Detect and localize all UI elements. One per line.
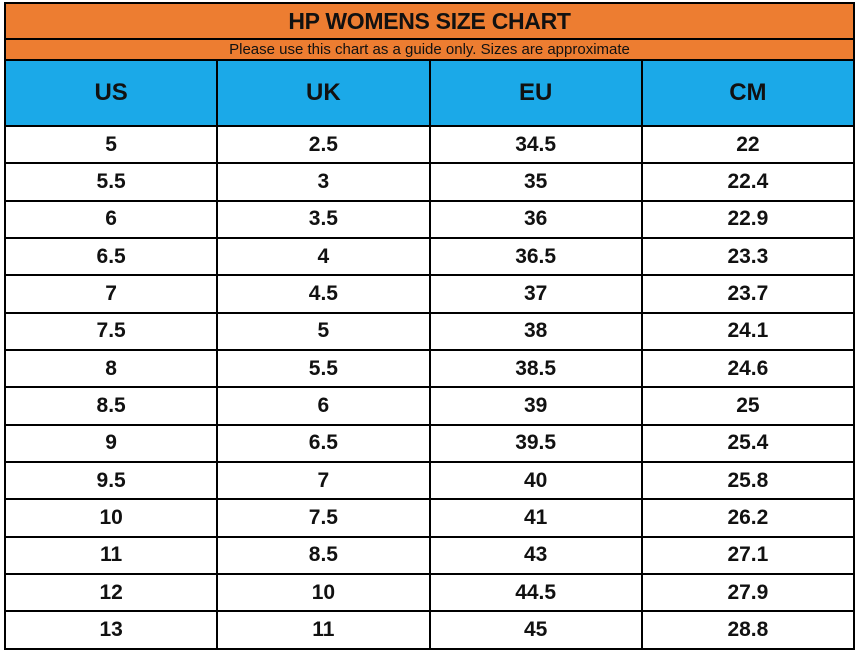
table-cell-uk: 4 xyxy=(216,237,431,277)
subtitle-row: Please use this chart as a guide only. S… xyxy=(4,38,855,61)
table-cell-uk: 4.5 xyxy=(216,274,431,314)
table-cell-eu: 41 xyxy=(428,498,643,538)
table-row: 7 4.5 37 23.7 xyxy=(3,274,856,314)
table-cell-eu: 38.5 xyxy=(428,349,643,389)
table-cell-uk: 2.5 xyxy=(216,124,431,165)
title-row: HP WOMENS SIZE CHART xyxy=(4,2,855,40)
table-cell-us: 9.5 xyxy=(3,461,219,501)
table-cell-us: 5 xyxy=(3,124,219,165)
column-header-row: US UK EU CM xyxy=(3,59,856,127)
table-cell-eu: 44.5 xyxy=(428,573,643,613)
table-cell-us: 9 xyxy=(3,423,219,464)
table-cell-us: 7 xyxy=(3,274,219,314)
table-cell-uk: 3 xyxy=(216,162,431,202)
column-header-eu: EU xyxy=(428,59,643,127)
table-cell-eu: 39.5 xyxy=(428,423,643,464)
table-cell-cm: 22 xyxy=(640,124,856,165)
table-row: 5.5 3 35 22.4 xyxy=(3,162,856,202)
chart-subtitle: Please use this chart as a guide only. S… xyxy=(4,38,855,61)
table-cell-eu: 39 xyxy=(428,386,643,426)
table-cell-cm: 25.8 xyxy=(640,461,856,501)
table-cell-cm: 22.9 xyxy=(640,199,856,240)
table-cell-uk: 11 xyxy=(216,610,431,650)
table-row: 9.5 7 40 25.8 xyxy=(3,461,856,501)
table-cell-uk: 7.5 xyxy=(216,498,431,538)
table-cell-us: 13 xyxy=(3,610,219,650)
table-cell-uk: 6.5 xyxy=(216,423,431,464)
table-cell-cm: 23.3 xyxy=(640,237,856,277)
table-cell-cm: 24.6 xyxy=(640,349,856,389)
table-row: 5 2.5 34.5 22 xyxy=(3,124,856,165)
table-cell-uk: 6 xyxy=(216,386,431,426)
size-chart-table: HP WOMENS SIZE CHART Please use this cha… xyxy=(3,2,856,650)
table-cell-us: 5.5 xyxy=(3,162,219,202)
table-cell-eu: 36.5 xyxy=(428,237,643,277)
table-row: 7.5 5 38 24.1 xyxy=(3,311,856,352)
table-cell-cm: 25.4 xyxy=(640,423,856,464)
column-header-cm: CM xyxy=(640,59,856,127)
table-cell-uk: 5.5 xyxy=(216,349,431,389)
table-row: 13 11 45 28.8 xyxy=(3,610,856,650)
table-cell-us: 7.5 xyxy=(3,311,219,352)
column-header-uk: UK xyxy=(216,59,431,127)
table-row: 10 7.5 41 26.2 xyxy=(3,498,856,538)
table-cell-cm: 27.9 xyxy=(640,573,856,613)
table-row: 12 10 44.5 27.9 xyxy=(3,573,856,613)
table-cell-us: 10 xyxy=(3,498,219,538)
table-cell-uk: 3.5 xyxy=(216,199,431,240)
table-cell-cm: 28.8 xyxy=(640,610,856,650)
table-cell-us: 8.5 xyxy=(3,386,219,426)
table-row: 8 5.5 38.5 24.6 xyxy=(3,349,856,389)
table-cell-eu: 38 xyxy=(428,311,643,352)
table-row: 9 6.5 39.5 25.4 xyxy=(3,423,856,464)
table-cell-eu: 45 xyxy=(428,610,643,650)
table-cell-eu: 35 xyxy=(428,162,643,202)
table-cell-uk: 10 xyxy=(216,573,431,613)
table-cell-eu: 40 xyxy=(428,461,643,501)
table-cell-eu: 37 xyxy=(428,274,643,314)
column-header-us: US xyxy=(3,59,219,127)
table-cell-eu: 34.5 xyxy=(428,124,643,165)
size-chart-body: 5 2.5 34.5 22 5.5 3 35 22.4 6 3.5 36 22.9 6.5 4 36.5 23… xyxy=(3,124,856,650)
table-row: 8.5 6 39 25 xyxy=(3,386,856,426)
table-cell-eu: 36 xyxy=(428,199,643,240)
table-row: 6.5 4 36.5 23.3 xyxy=(3,237,856,277)
table-cell-cm: 27.1 xyxy=(640,535,856,576)
table-cell-us: 11 xyxy=(3,535,219,576)
table-cell-cm: 26.2 xyxy=(640,498,856,538)
table-cell-us: 6.5 xyxy=(3,237,219,277)
table-row: 11 8.5 43 27.1 xyxy=(3,535,856,576)
table-cell-us: 6 xyxy=(3,199,219,240)
table-cell-uk: 7 xyxy=(216,461,431,501)
table-cell-cm: 24.1 xyxy=(640,311,856,352)
table-cell-uk: 8.5 xyxy=(216,535,431,576)
table-cell-cm: 23.7 xyxy=(640,274,856,314)
table-cell-us: 12 xyxy=(3,573,219,613)
table-cell-uk: 5 xyxy=(216,311,431,352)
chart-title: HP WOMENS SIZE CHART xyxy=(4,2,855,40)
size-chart-header: HP WOMENS SIZE CHART Please use this cha… xyxy=(3,2,856,127)
table-cell-cm: 22.4 xyxy=(640,162,856,202)
table-cell-eu: 43 xyxy=(428,535,643,576)
table-cell-cm: 25 xyxy=(640,386,856,426)
table-row: 6 3.5 36 22.9 xyxy=(3,199,856,240)
table-cell-us: 8 xyxy=(3,349,219,389)
